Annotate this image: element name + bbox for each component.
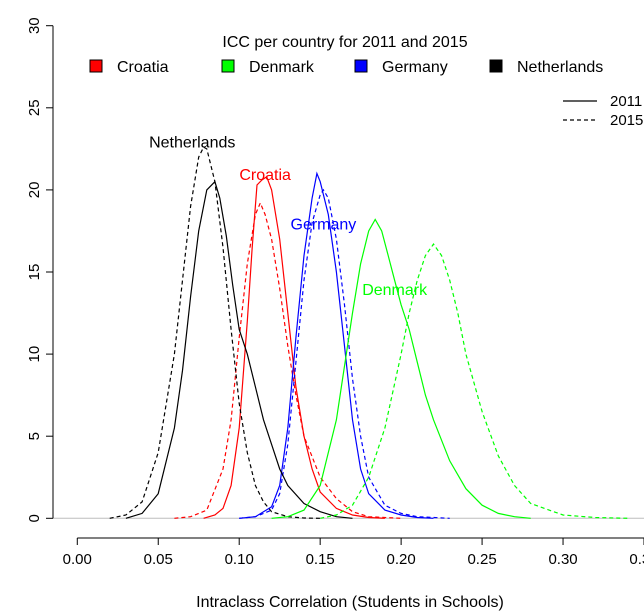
x-tick-label: 0.35 [629, 551, 644, 568]
x-tick-label: 0.10 [225, 551, 254, 568]
y-tick-label: 30 [26, 17, 43, 34]
x-tick-label: 0.05 [144, 551, 173, 568]
curve-label-germany: Germany [291, 216, 357, 233]
y-tick-label: 15 [26, 264, 43, 281]
series-netherlands-2015 [109, 146, 321, 519]
legend-label-netherlands: Netherlands [517, 59, 603, 76]
curve-label-croatia: Croatia [239, 167, 291, 184]
x-axis-label: Intraclass Correlation (Students in Scho… [196, 594, 504, 611]
series-croatia-2011 [203, 175, 385, 519]
series-denmark-2011 [271, 218, 531, 519]
legend-label-denmark: Denmark [249, 59, 315, 76]
series-netherlands-2011 [125, 180, 353, 519]
axes: 0.00 0.05 0.10 0.15 0.20 0.25 0.30 0.35 0 5 10 15 20… [26, 17, 644, 568]
y-tick-label: 0 [26, 514, 43, 522]
x-tick-label: 0.25 [467, 551, 496, 568]
legend-swatch-denmark [221, 59, 235, 73]
legend-label-croatia: Croatia [117, 59, 169, 76]
legend-swatch-netherlands [489, 59, 503, 73]
legend-swatch-croatia [89, 59, 103, 73]
x-tick-label: 0.15 [306, 551, 335, 568]
legend-label-germany: Germany [382, 59, 448, 76]
curve-label-netherlands: Netherlands [149, 134, 235, 151]
x-tick-label: 0.30 [548, 551, 577, 568]
x-tick-label: 0.20 [387, 551, 416, 568]
curve-label-denmark: Denmark [362, 282, 428, 299]
linetype-legend: 2011 2015 [563, 93, 643, 129]
linetype-label-2011: 2011 [610, 93, 642, 110]
y-tick-label: 25 [26, 99, 43, 116]
linetype-label-2015: 2015 [610, 112, 643, 129]
series-germany-2015 [239, 188, 450, 519]
plot-area [53, 146, 644, 519]
series-croatia-2015 [174, 201, 402, 519]
y-tick-label: 20 [26, 182, 43, 199]
y-tick-label: 10 [26, 346, 43, 363]
series-denmark-2015 [320, 243, 628, 519]
x-tick-label: 0.00 [63, 551, 92, 568]
series-germany-2011 [239, 171, 434, 519]
legend: ICC per country for 2011 and 2015 Croati… [89, 34, 603, 76]
legend-swatch-germany [354, 59, 368, 73]
y-tick-label: 5 [26, 432, 43, 440]
legend-title: ICC per country for 2011 and 2015 [222, 34, 467, 51]
